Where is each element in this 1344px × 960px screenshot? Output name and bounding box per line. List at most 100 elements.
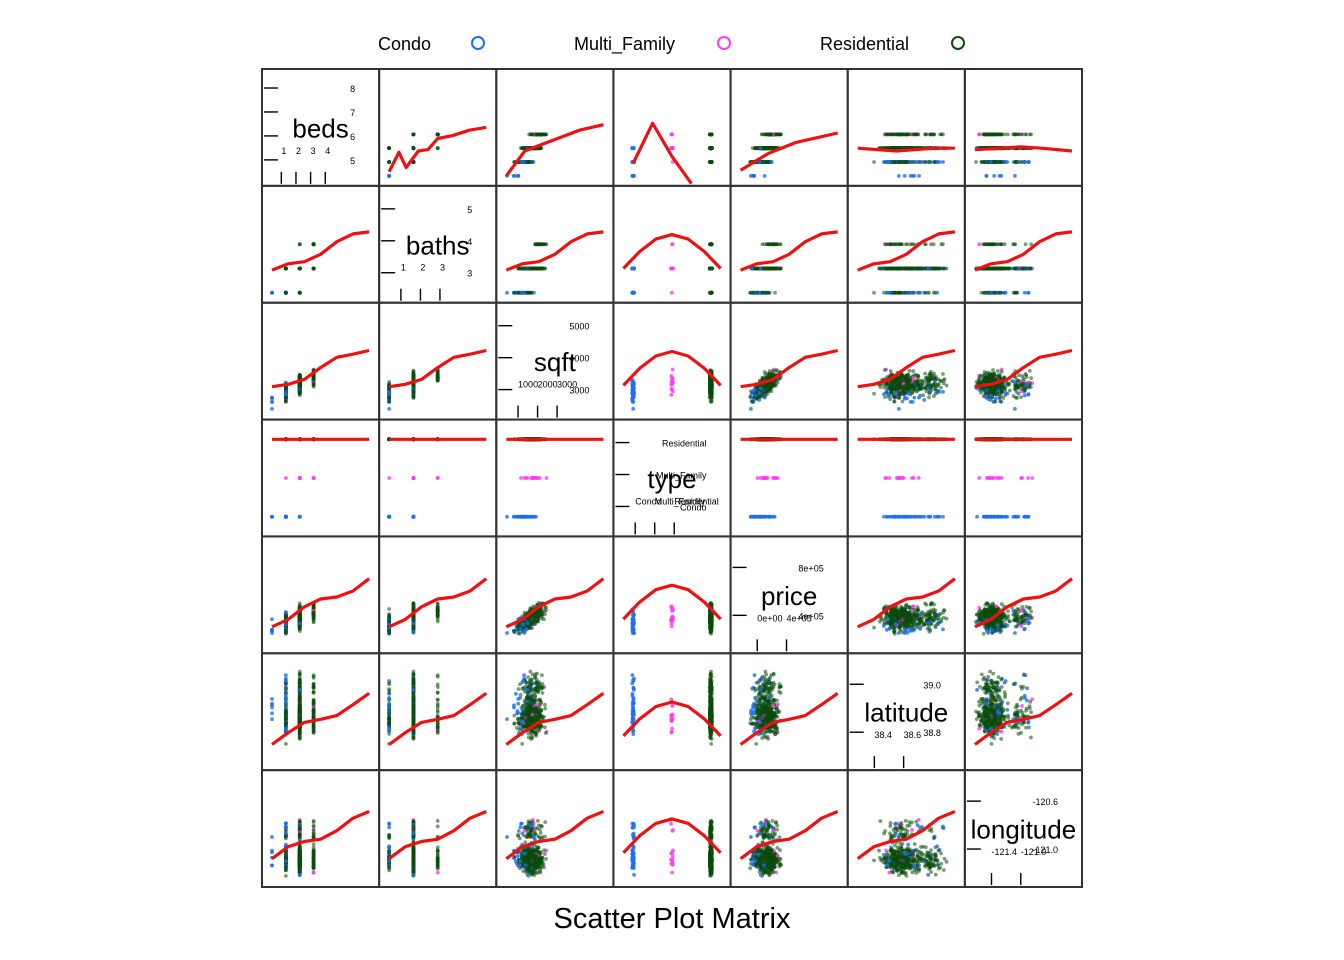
data-point [764, 160, 769, 164]
data-point [923, 160, 928, 164]
smoother-line [739, 131, 839, 172]
data-point [516, 290, 521, 295]
data-point [525, 160, 530, 164]
data-point [297, 242, 302, 247]
data-point [767, 132, 772, 137]
data-point [283, 290, 288, 295]
data-point [998, 132, 1003, 137]
data-point [1003, 160, 1008, 164]
data-point [283, 266, 288, 271]
data-point [941, 132, 945, 137]
smoother-line [631, 121, 693, 185]
tick-label: 7 [350, 108, 355, 118]
data-point [535, 266, 540, 271]
data-point [528, 132, 533, 137]
tick-label: 3 [311, 146, 316, 156]
data-point [923, 132, 927, 137]
data-point [751, 173, 755, 178]
data-point [754, 146, 758, 151]
smoother-line [505, 123, 604, 177]
legend-label: Multi_Family [574, 34, 675, 55]
data-point [1026, 160, 1031, 164]
tick-label: 6 [350, 132, 355, 142]
panel-frame [729, 68, 849, 187]
data-point [872, 160, 876, 164]
tick-label: 3 [467, 269, 472, 279]
panel-frame [963, 68, 1083, 187]
data-point [411, 146, 416, 151]
data-point [297, 266, 302, 271]
tick-label: 2 [296, 146, 301, 156]
data-point [928, 160, 933, 164]
data-point [764, 146, 769, 151]
data-point [533, 132, 538, 137]
data-point [520, 266, 525, 271]
data-point [917, 173, 921, 178]
data-point [533, 242, 538, 247]
panel-beds-vs-longitude [963, 68, 1083, 187]
data-point [1013, 173, 1017, 178]
data-point [941, 160, 945, 164]
tick-label: 1 [281, 146, 286, 156]
data-point [505, 290, 509, 295]
data-point [525, 290, 530, 295]
data-point [670, 146, 675, 151]
data-point [889, 132, 894, 137]
data-point [935, 160, 939, 164]
data-point [912, 132, 917, 137]
data-point [974, 160, 978, 164]
data-point [708, 132, 712, 137]
panel-beds-vs-baths [378, 68, 498, 187]
data-point [669, 290, 674, 295]
data-point [435, 146, 440, 151]
data-point [896, 160, 901, 164]
tick-label: 5 [350, 156, 355, 166]
data-point [670, 132, 675, 137]
legend-marker [471, 36, 485, 50]
data-point [988, 160, 993, 164]
data-point [1005, 132, 1010, 137]
data-point [311, 266, 316, 271]
data-point [913, 160, 917, 164]
legend-label: Condo [378, 34, 431, 54]
legend-label: Residential [820, 34, 909, 54]
data-point [411, 132, 416, 137]
data-point [526, 266, 530, 271]
panel-beds-vs-latitude [846, 68, 966, 187]
panel-beds-vs-sqft [495, 68, 615, 187]
data-point [1011, 132, 1016, 137]
data-point [297, 290, 302, 295]
data-point [270, 290, 274, 295]
data-point [902, 160, 907, 164]
data-point [520, 146, 525, 151]
data-point [769, 160, 774, 164]
data-point [311, 242, 316, 247]
data-point [708, 160, 713, 164]
panel-frame [846, 68, 966, 187]
tick-label: 4 [325, 146, 330, 156]
data-point [993, 160, 998, 164]
data-point [763, 132, 768, 137]
data-point [512, 173, 516, 178]
data-point [539, 242, 544, 247]
data-point [895, 132, 900, 137]
tick-label: 3 [440, 263, 445, 273]
data-point [1024, 132, 1029, 137]
data-point [887, 160, 892, 164]
data-point [762, 173, 767, 178]
legend-marker [717, 36, 731, 50]
data-point [992, 173, 997, 178]
data-point [1011, 160, 1016, 164]
tick-label: 2 [420, 263, 425, 273]
panel-baths-vs-sqft [495, 184, 615, 304]
data-point [1020, 132, 1024, 137]
smoother-line [505, 230, 604, 272]
data-point [631, 173, 636, 178]
legend: Condo Multi_Family Residential [378, 34, 965, 55]
data-point [902, 173, 907, 178]
data-point [541, 266, 546, 271]
tick-label: 8 [350, 84, 355, 94]
data-point [997, 173, 1002, 178]
